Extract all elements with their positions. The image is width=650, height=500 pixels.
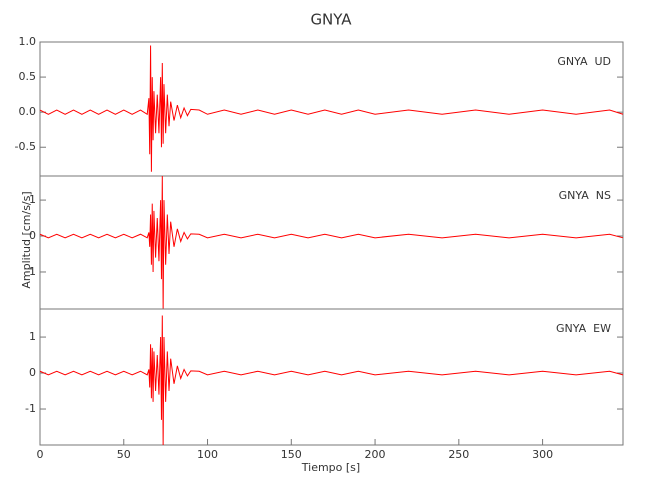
y-tick-label: -0.5 <box>15 140 36 153</box>
y-tick-label: 0.5 <box>19 70 37 83</box>
panel-frame <box>39 308 624 446</box>
channel-label: GNYA NS <box>559 189 611 202</box>
y-tick-label: 0 <box>29 366 36 379</box>
waveform <box>39 45 624 172</box>
y-tick-label: -1 <box>25 265 36 278</box>
x-tick-label: 50 <box>117 448 131 461</box>
x-tick-label: 250 <box>448 448 469 461</box>
x-tick-label: 0 <box>37 448 44 461</box>
y-axis-label: Amplitud [cm/s/s] <box>20 191 33 288</box>
x-tick-label: 300 <box>532 448 553 461</box>
y-tick-label: 0 <box>29 229 36 242</box>
channel-label: GNYA EW <box>556 322 611 335</box>
x-tick-label: 150 <box>281 448 302 461</box>
x-tick-label: 100 <box>197 448 218 461</box>
x-tick-label: 200 <box>365 448 386 461</box>
y-tick-label: 1 <box>29 193 36 206</box>
waveform <box>39 315 624 446</box>
y-tick-label: 1.0 <box>19 35 37 48</box>
x-axis-label: Tiempo [s] <box>301 461 360 474</box>
y-tick-label: 1 <box>29 330 36 343</box>
chart-title: GNYA <box>310 11 352 29</box>
channel-label: GNYA UD <box>557 55 611 68</box>
y-tick-label: -1 <box>25 402 36 415</box>
y-tick-label: 0.0 <box>19 105 37 118</box>
waveform <box>39 175 624 310</box>
